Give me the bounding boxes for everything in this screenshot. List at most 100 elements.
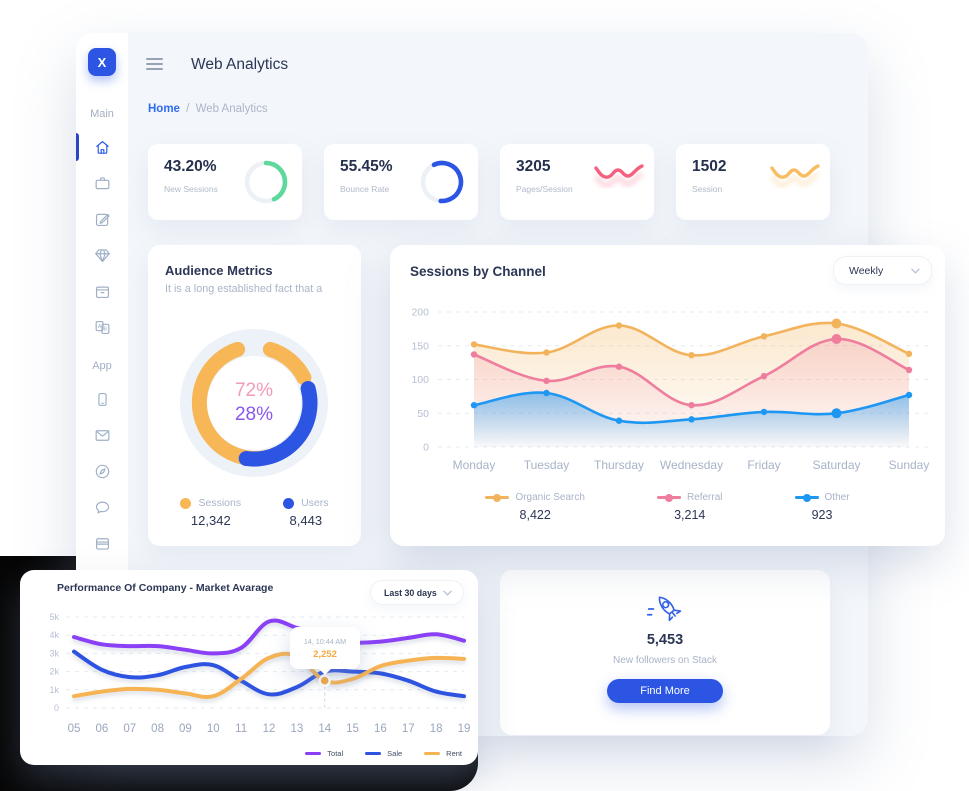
legend-marker [794, 493, 819, 502]
svg-text:17: 17 [402, 723, 415, 735]
sessions-legend: Organic Search 8,422 Referral 3,214 Othe… [390, 492, 945, 522]
sidebar-item-home[interactable] [76, 129, 128, 165]
audience-legend-item-users[interactable]: Users 8,443 [283, 497, 329, 528]
chat-icon [95, 501, 109, 513]
stat-sparkline [768, 157, 820, 207]
period-dropdown-weekly[interactable]: Weekly [833, 256, 932, 285]
svg-text:15: 15 [346, 723, 359, 735]
legend-marker [485, 493, 510, 502]
mail-icon [95, 429, 109, 441]
svg-text:13: 13 [290, 723, 303, 735]
audience-title: Audience Metrics [165, 263, 273, 278]
svg-text:3k: 3k [49, 648, 59, 658]
sidebar-item-compass[interactable] [76, 453, 128, 489]
svg-text:50: 50 [417, 408, 429, 420]
compass-icon [95, 464, 109, 478]
stat-label: Pages/Session [516, 184, 573, 194]
svg-text:Thursday: Thursday [594, 458, 644, 472]
sessions-legend-item-referral[interactable]: Referral 3,214 [656, 492, 723, 522]
menu-icon[interactable] [146, 58, 163, 70]
legend-label: Rent [446, 749, 462, 758]
page-title: Web Analytics [191, 56, 289, 73]
chevron-down-icon [443, 590, 452, 596]
stat-label: New Sessions [164, 184, 218, 194]
sidebar-item-briefcase[interactable] [76, 165, 128, 201]
sidebar: X Main A B App [76, 33, 128, 736]
sidebar-item-chat[interactable] [76, 489, 128, 525]
sessions-title: Sessions by Channel [410, 264, 546, 279]
legend-dot [283, 497, 295, 509]
stat-card-new-sessions: 43.20% New Sessions [148, 144, 302, 220]
sidebar-item-archive[interactable] [76, 273, 128, 309]
compose-icon [95, 213, 109, 226]
legend-dot [180, 497, 192, 509]
stat-label: Session [692, 184, 723, 194]
sessions-chart-svg: 0 50 100 150 200 Monday Tuesday Thursday Wed… [411, 307, 930, 472]
svg-text:12: 12 [263, 723, 276, 735]
wallet-icon [95, 537, 109, 550]
sessions-by-channel-card: Sessions by Channel Weekly 0 50 100 150 … [390, 245, 945, 546]
stat-card-bounce-rate: 55.45% Bounce Rate [324, 144, 478, 220]
performance-legend-item-total[interactable]: Total [305, 749, 343, 758]
find-more-button[interactable]: Find More [607, 679, 723, 703]
svg-text:100: 100 [411, 374, 429, 386]
period-dropdown-30days[interactable]: Last 30 days [370, 580, 464, 605]
sessions-legend-item-organic-search[interactable]: Organic Search 8,422 [485, 492, 585, 522]
performance-chart: 0 1k 2k 3k 4k 5k 05 06 07 08 09 10 11 12 13 14 15 16… [28, 606, 470, 738]
audience-metrics-card: Audience Metrics It is a long establishe… [148, 245, 361, 546]
svg-text:4k: 4k [49, 630, 59, 640]
sidebar-section-label-app: App [92, 360, 112, 372]
svg-text:Tuesday: Tuesday [524, 458, 570, 472]
sessions-legend-item-other[interactable]: Other 923 [794, 492, 850, 522]
audience-donut-chart [177, 326, 331, 480]
svg-text:2k: 2k [49, 667, 59, 677]
phone-icon [97, 392, 107, 406]
sidebar-item-diamond[interactable] [76, 237, 128, 273]
performance-legend-item-sale[interactable]: Sale [365, 749, 402, 758]
svg-text:Monday: Monday [453, 458, 496, 472]
period-dropdown-value: Last 30 days [384, 587, 437, 598]
sidebar-item-wallet[interactable] [76, 525, 128, 561]
audience-legend-item-sessions[interactable]: Sessions 12,342 [180, 497, 241, 528]
performance-chart-svg: 0 1k 2k 3k 4k 5k 05 06 07 08 09 10 11 12 13 14 15 16… [49, 612, 470, 735]
legend-value: 3,214 [674, 508, 706, 522]
rocket-icon [646, 596, 682, 622]
legend-value: 8,443 [289, 513, 323, 528]
svg-text:1k: 1k [49, 685, 59, 695]
breadcrumb: Home / Web Analytics [148, 103, 268, 115]
sidebar-item-compose[interactable] [76, 201, 128, 237]
app-logo[interactable]: X [88, 48, 116, 76]
legend-label: Sessions [198, 497, 242, 509]
svg-text:Wednesday: Wednesday [660, 458, 723, 472]
donut-center-values: 72% 28% [177, 326, 331, 480]
performance-card: Performance Of Company - Market Avarage … [20, 570, 478, 765]
breadcrumb-home-link[interactable]: Home [148, 103, 180, 115]
legend-swatch [365, 751, 382, 756]
tooltip-label: 14, 10:44 AM [303, 636, 347, 646]
stat-sparkline [592, 157, 644, 207]
active-indicator [76, 133, 79, 161]
legend-label: Total [327, 749, 344, 758]
sidebar-item-mail[interactable] [76, 417, 128, 453]
audience-subtitle: It is a long established fact that a [165, 283, 323, 295]
svg-text:09: 09 [179, 723, 192, 735]
svg-text:06: 06 [95, 723, 108, 735]
svg-text:07: 07 [123, 723, 136, 735]
svg-text:Friday: Friday [747, 458, 780, 472]
svg-text:19: 19 [458, 723, 470, 735]
followers-label: New followers on Stack [613, 655, 717, 666]
legend-swatch [424, 751, 441, 756]
stat-arc-chart [240, 157, 292, 207]
performance-legend-item-rent[interactable]: Rent [424, 749, 462, 758]
svg-text:05: 05 [68, 723, 81, 735]
legend-label: Referral [686, 492, 723, 503]
svg-text:10: 10 [207, 723, 220, 735]
legend-label: Sale [387, 749, 403, 758]
legend-label: Other [824, 492, 850, 503]
sidebar-item-phone[interactable] [76, 381, 128, 417]
breadcrumb-separator: / [186, 103, 190, 115]
svg-text:16: 16 [374, 723, 387, 735]
archive-icon [95, 286, 109, 298]
